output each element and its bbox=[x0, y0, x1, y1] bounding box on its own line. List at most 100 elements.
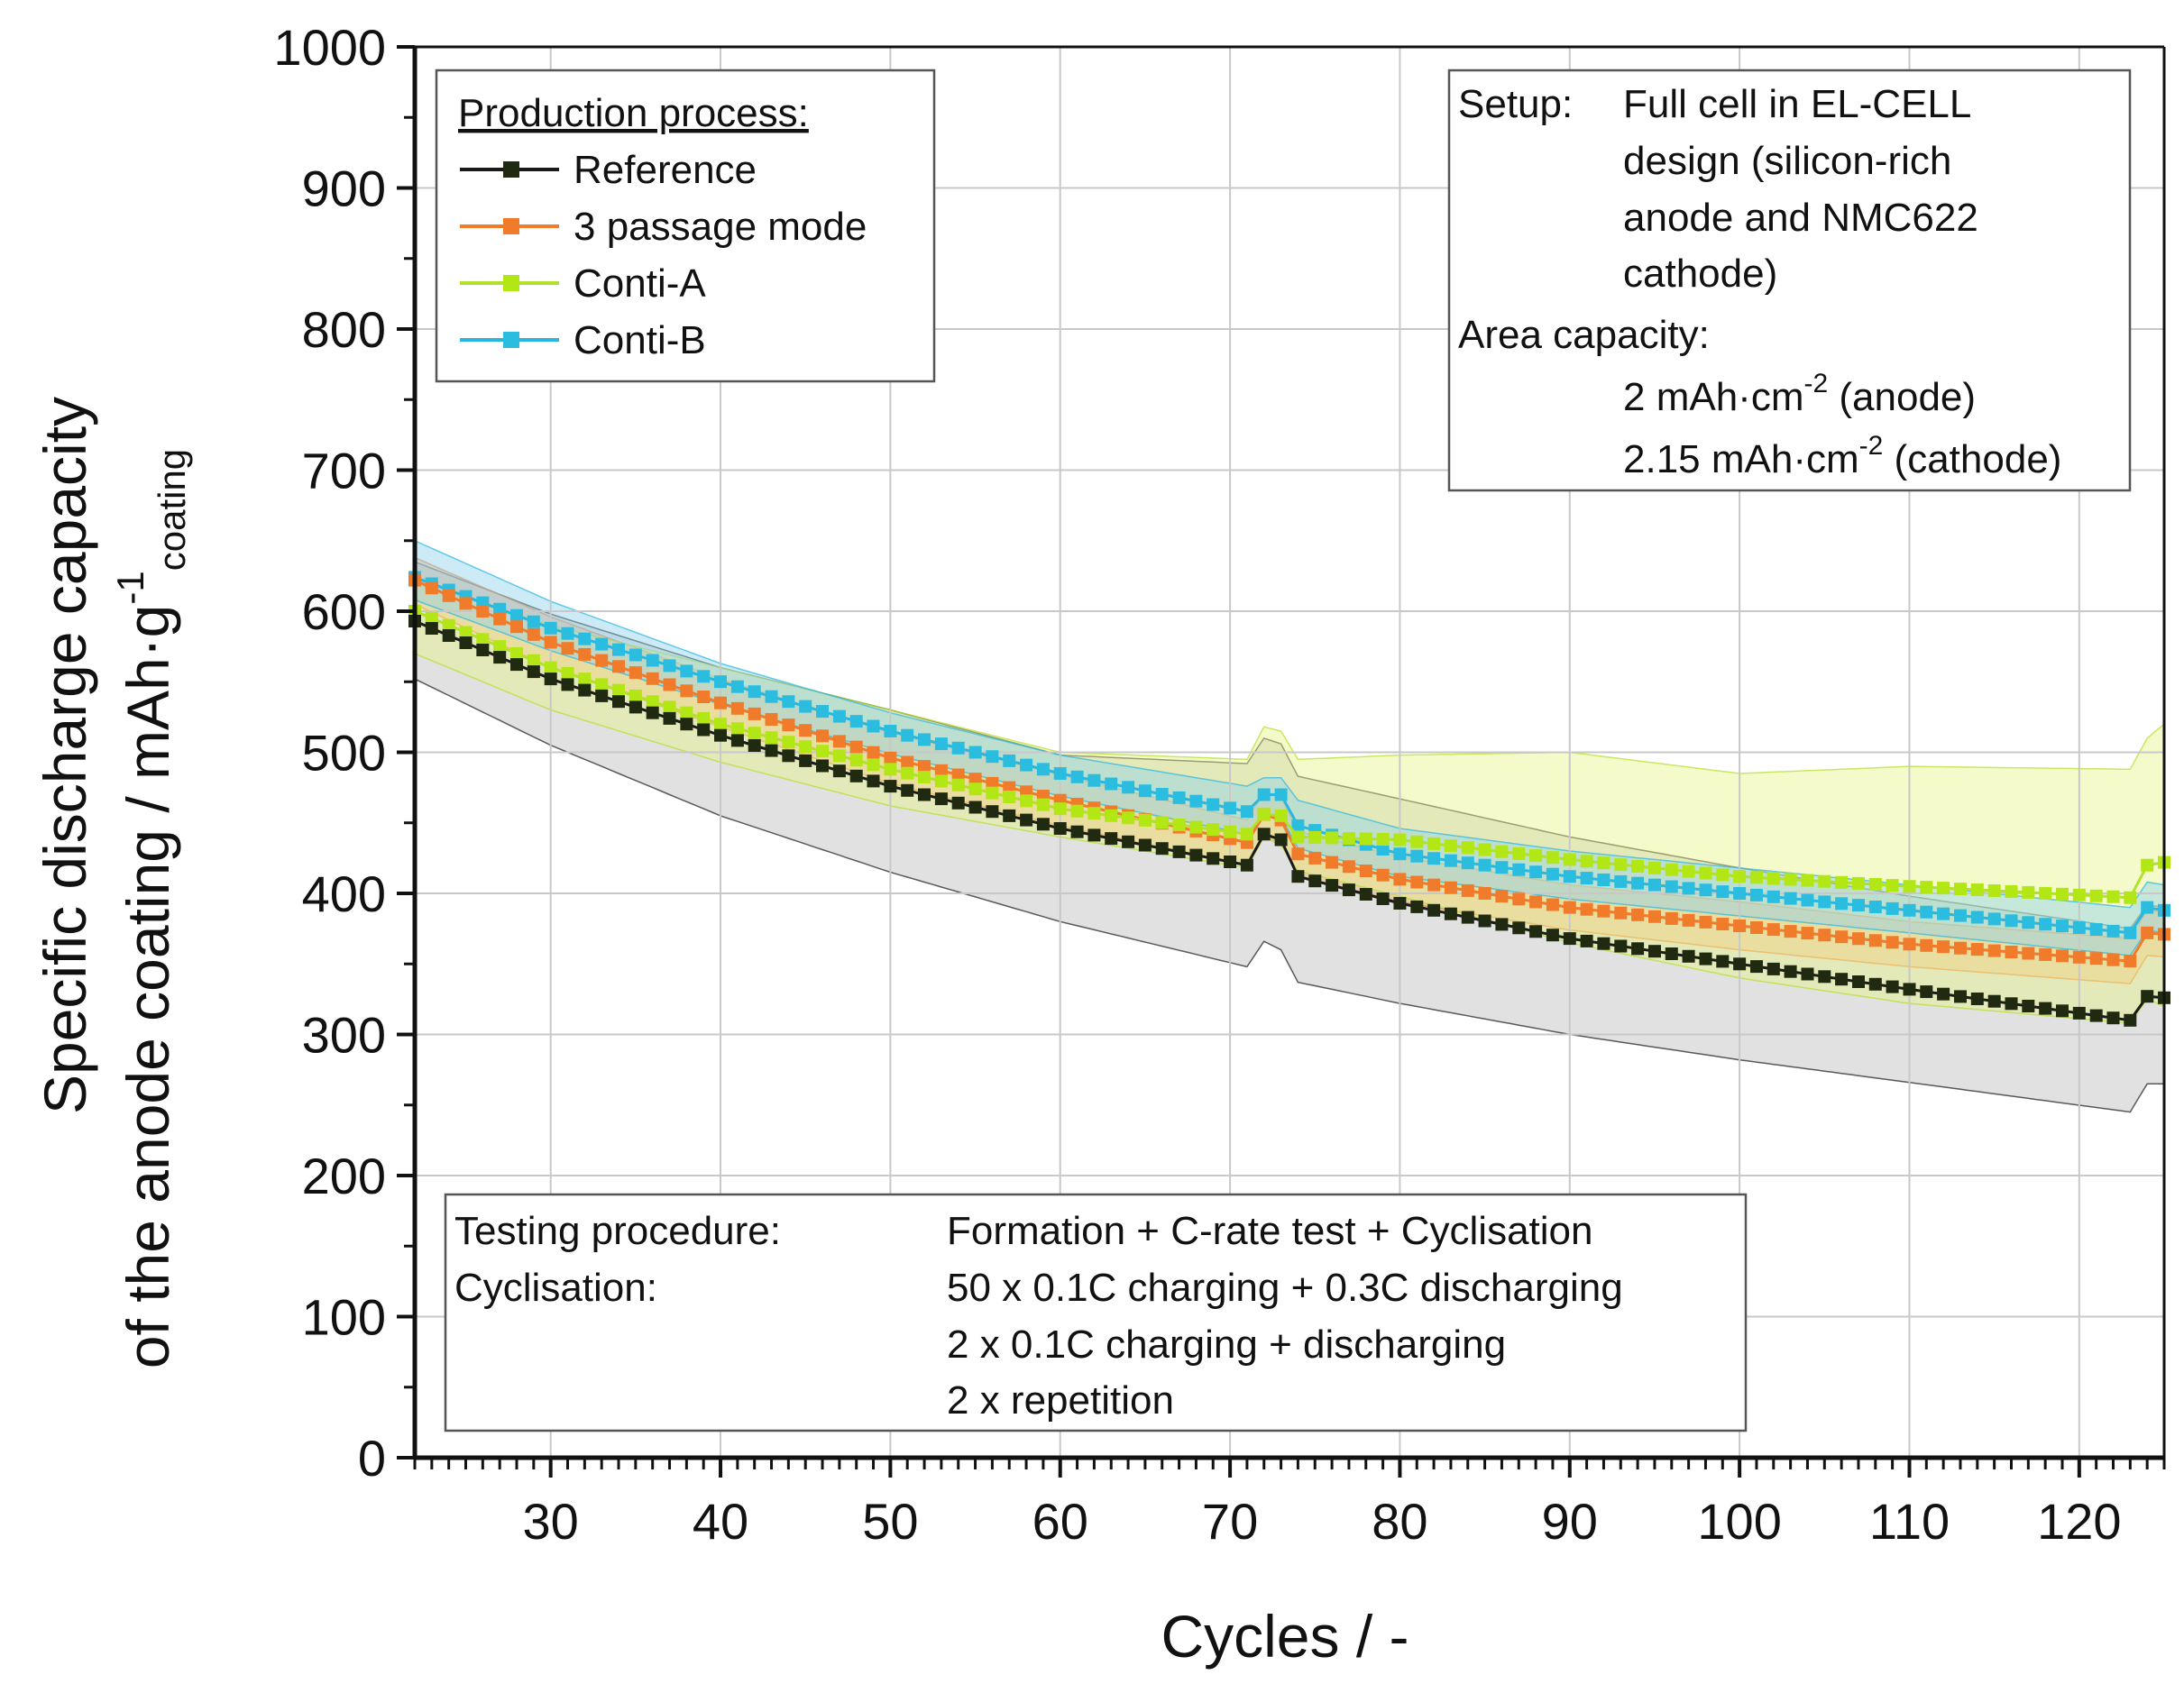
marker-conti-a bbox=[1070, 804, 1084, 818]
marker-3-passage-mode bbox=[680, 684, 693, 698]
marker-conti-a bbox=[1427, 837, 1441, 850]
marker-conti-a bbox=[1954, 883, 1967, 896]
marker-conti-a bbox=[510, 647, 523, 660]
marker-reference bbox=[1801, 967, 1814, 981]
marker-reference bbox=[1665, 947, 1678, 960]
marker-3-passage-mode bbox=[1614, 906, 1628, 920]
marker-conti-a bbox=[1665, 863, 1678, 876]
marker-conti-b bbox=[1207, 798, 1220, 811]
marker-conti-b bbox=[934, 737, 948, 751]
marker-conti-a bbox=[918, 771, 931, 783]
marker-3-passage-mode bbox=[799, 724, 812, 737]
marker-conti-a bbox=[578, 673, 592, 686]
marker-conti-a bbox=[1376, 833, 1390, 846]
marker-conti-a bbox=[1920, 881, 1933, 894]
marker-conti-a bbox=[476, 633, 490, 646]
marker-3-passage-mode bbox=[1733, 920, 1747, 932]
marker-conti-a bbox=[1648, 861, 1661, 874]
marker-conti-a bbox=[2124, 891, 2137, 904]
marker-conti-a bbox=[2039, 886, 2052, 900]
marker-3-passage-mode bbox=[2056, 949, 2069, 963]
marker-conti-b bbox=[1020, 758, 1033, 772]
marker-reference bbox=[493, 651, 507, 664]
marker-reference bbox=[2089, 1009, 2103, 1022]
x-tick-label: 80 bbox=[1372, 1493, 1427, 1550]
marker-conti-b bbox=[2124, 926, 2137, 939]
x-tick-label: 50 bbox=[862, 1493, 918, 1550]
y-axis-title: Specific discharge capacity of the anode… bbox=[32, 397, 193, 1368]
marker-conti-a bbox=[1326, 831, 1339, 845]
area-capacity-label: Area capacity: bbox=[1458, 313, 1710, 357]
marker-conti-a bbox=[951, 778, 965, 792]
marker-reference bbox=[1257, 828, 1271, 841]
x-tick-label: 70 bbox=[1202, 1493, 1258, 1550]
marker-reference bbox=[1614, 939, 1628, 953]
marker-reference bbox=[425, 622, 438, 635]
marker-conti-b bbox=[510, 609, 523, 622]
marker-conti-b bbox=[782, 695, 795, 709]
marker-reference bbox=[1138, 838, 1152, 852]
marker-conti-a bbox=[714, 718, 727, 731]
marker-conti-a bbox=[1105, 809, 1118, 822]
marker-3-passage-mode bbox=[832, 735, 846, 748]
x-tick-label: 60 bbox=[1032, 1493, 1088, 1550]
data-series bbox=[408, 571, 2170, 1027]
legend-label-reference: Reference bbox=[574, 148, 757, 192]
marker-3-passage-mode bbox=[1750, 921, 1763, 934]
marker-3-passage-mode bbox=[2022, 947, 2035, 960]
marker-conti-a bbox=[1308, 830, 1322, 844]
marker-conti-b bbox=[1105, 777, 1118, 791]
x-tick-label: 30 bbox=[523, 1493, 579, 1550]
tick-labels: 0 100 200 300 400 500 600 700 800 900 1000 30 40 50 60… bbox=[273, 19, 2121, 1550]
marker-conti-a bbox=[663, 700, 676, 714]
marker-3-passage-mode bbox=[697, 691, 711, 703]
marker-conti-b bbox=[714, 675, 727, 689]
marker-conti-b bbox=[1970, 911, 1984, 924]
marker-conti-a bbox=[1733, 870, 1747, 883]
legend-marker-3-passage-mode bbox=[503, 218, 519, 234]
area-anode-post: (anode) bbox=[1828, 375, 1976, 419]
marker-conti-b bbox=[1631, 876, 1645, 890]
procedure-value-4: 2 x repetition bbox=[947, 1378, 1174, 1423]
marker-conti-b bbox=[1546, 867, 1559, 881]
marker-conti-a bbox=[595, 678, 609, 691]
marker-conti-a bbox=[1138, 813, 1152, 827]
marker-reference bbox=[1410, 900, 1424, 913]
marker-conti-a bbox=[1631, 860, 1645, 873]
marker-reference bbox=[951, 796, 965, 810]
marker-conti-a bbox=[1563, 853, 1576, 866]
marker-conti-b bbox=[544, 621, 557, 635]
marker-3-passage-mode bbox=[2141, 926, 2154, 939]
marker-conti-b bbox=[1868, 901, 1882, 913]
marker-conti-a bbox=[816, 745, 829, 758]
marker-conti-b bbox=[1716, 885, 1730, 899]
marker-reference bbox=[2124, 1013, 2137, 1027]
legend-items: Reference 3 passage mode Conti-A Conti-B bbox=[460, 148, 867, 362]
marker-conti-a bbox=[1291, 830, 1305, 844]
marker-conti-a bbox=[782, 736, 795, 749]
marker-reference bbox=[1682, 949, 1695, 963]
marker-reference bbox=[2106, 1011, 2120, 1025]
marker-conti-a bbox=[867, 758, 880, 772]
y-tick-label: 200 bbox=[302, 1148, 386, 1204]
marker-reference bbox=[1003, 809, 1016, 822]
marker-conti-a bbox=[1393, 833, 1407, 846]
marker-reference bbox=[612, 695, 625, 709]
marker-3-passage-mode bbox=[646, 672, 659, 685]
marker-3-passage-mode bbox=[612, 660, 625, 673]
marker-conti-a bbox=[1189, 820, 1203, 834]
marker-conti-b bbox=[748, 685, 761, 699]
marker-conti-b bbox=[1818, 895, 1831, 909]
procedure-value-3: 2 x 0.1C charging + discharging bbox=[947, 1322, 1506, 1367]
setup-line-3: anode and NMC622 bbox=[1623, 196, 1978, 240]
marker-conti-b bbox=[1937, 907, 1950, 920]
marker-3-passage-mode bbox=[918, 760, 931, 773]
marker-conti-a bbox=[1495, 845, 1509, 858]
marker-reference bbox=[2056, 1004, 2069, 1018]
marker-conti-a bbox=[1937, 882, 1950, 895]
marker-reference bbox=[1750, 960, 1763, 974]
y-tick-label: 100 bbox=[302, 1289, 386, 1346]
marker-conti-a bbox=[2089, 889, 2103, 902]
marker-conti-b bbox=[1003, 754, 1016, 767]
marker-3-passage-mode bbox=[1563, 901, 1576, 914]
